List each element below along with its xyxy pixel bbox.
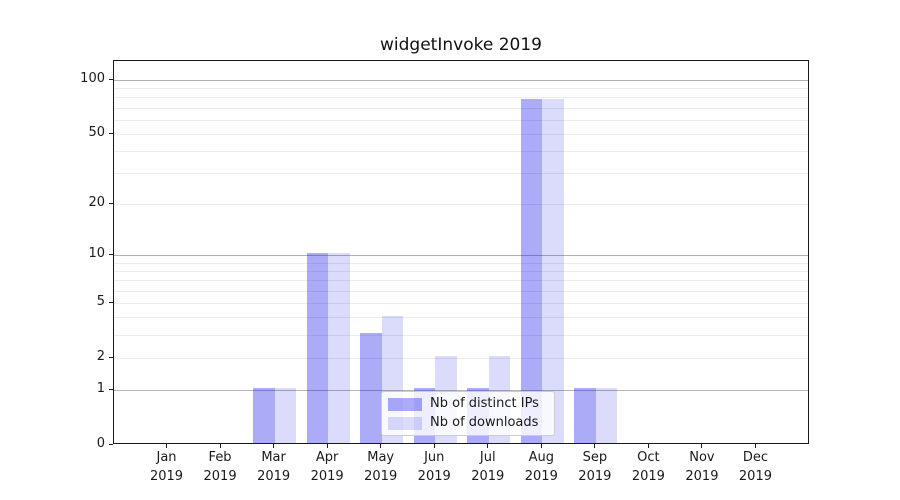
x-tick-label-jun: Jun 2019 (404, 448, 464, 486)
legend-label-distinct-ips: Nb of distinct IPs (430, 396, 539, 411)
bar-distinct-ips-sep (574, 388, 596, 443)
x-tick-mark-feb (219, 444, 221, 448)
bar-downloads-mar (274, 388, 297, 443)
y-tick-label-5: 5 (96, 294, 105, 310)
y-tick-mark-5 (109, 301, 113, 303)
gridline-minor-20 (114, 203, 808, 205)
bar-downloads-sep (595, 388, 618, 443)
bar-distinct-ips-mar (253, 388, 275, 443)
y-tick-mark-10 (109, 253, 113, 255)
x-tick-label-oct: Oct 2019 (618, 448, 678, 486)
x-tick-mark-nov (701, 444, 703, 448)
x-tick-mark-mar (273, 444, 275, 448)
y-tick-mark-2 (109, 356, 113, 358)
x-tick-label-feb: Feb 2019 (190, 448, 250, 486)
legend: Nb of distinct IPs Nb of downloads (381, 391, 555, 436)
x-tick-label-year-mar: 2019 (257, 469, 291, 484)
x-tick-label-mar: Mar 2019 (244, 448, 304, 486)
y-tick-label-1: 1 (96, 381, 105, 397)
x-tick-label-apr: Apr 2019 (297, 448, 357, 486)
gridline-minor-90 (114, 87, 808, 89)
gridline-minor-5 (114, 302, 808, 304)
x-tick-label-year-jun: 2019 (417, 469, 451, 484)
y-tick-label-2: 2 (96, 349, 105, 365)
x-tick-label-jan: Jan 2019 (137, 448, 197, 486)
legend-item-downloads: Nb of downloads (388, 416, 546, 430)
x-tick-mark-dec (754, 444, 756, 448)
bar-downloads-apr (328, 253, 350, 443)
bar-distinct-ips-apr (306, 253, 329, 443)
x-tick-label-year-feb: 2019 (203, 469, 237, 484)
legend-label-downloads: Nb of downloads (430, 415, 539, 430)
x-tick-mark-oct (647, 444, 649, 448)
x-tick-label-year-aug: 2019 (524, 469, 558, 484)
x-tick-mark-jan (166, 444, 168, 448)
y-tick-mark-20 (109, 202, 113, 204)
plot-area (113, 60, 809, 444)
x-tick-label-year-jul: 2019 (471, 469, 505, 484)
gridline-minor-70 (114, 107, 808, 109)
gridline-major-1 (114, 389, 808, 391)
gridline-minor-30 (114, 173, 808, 175)
x-tick-mark-may (380, 444, 382, 448)
bar-distinct-ips-may (360, 333, 382, 443)
x-tick-label-jul: Jul 2019 (458, 448, 518, 486)
y-tick-label-0: 0 (96, 436, 105, 451)
y-tick-label-10: 10 (88, 246, 105, 262)
gridline-minor-40 (114, 150, 808, 152)
x-tick-label-year-jan: 2019 (149, 469, 184, 484)
x-tick-label-nov: Nov 2019 (672, 448, 732, 486)
gridline-minor-80 (114, 97, 808, 99)
gridline-minor-2 (114, 357, 808, 359)
gridline-major-100 (114, 79, 808, 81)
x-tick-label-year-nov: 2019 (685, 469, 719, 484)
bar-distinct-ips-aug (520, 98, 543, 443)
y-tick-label-50: 50 (88, 125, 105, 141)
gridline-minor-8 (114, 270, 808, 272)
y-tick-mark-0 (109, 443, 113, 445)
gridline-minor-60 (114, 119, 808, 121)
x-tick-mark-sep (594, 444, 596, 448)
gridline-minor-6 (114, 290, 808, 292)
legend-item-distinct-ips: Nb of distinct IPs (388, 397, 546, 411)
legend-swatch-distinct-ips (388, 397, 422, 411)
bar-downloads-aug (542, 98, 564, 443)
gridline-minor-3 (114, 334, 808, 336)
chart-title: widgetInvoke 2019 (380, 35, 542, 55)
gridline-minor-50 (114, 133, 808, 135)
x-tick-label-may: May 2019 (351, 448, 411, 486)
x-tick-mark-jun (433, 444, 435, 448)
y-tick-mark-1 (109, 388, 113, 390)
x-tick-label-year-may: 2019 (364, 469, 398, 484)
gridline-minor-7 (114, 280, 808, 282)
y-tick-label-20: 20 (88, 195, 105, 211)
x-tick-label-year-apr: 2019 (310, 469, 344, 484)
gridline-major-10 (114, 254, 808, 256)
x-tick-label-dec: Dec 2019 (725, 448, 785, 486)
y-tick-mark-50 (109, 132, 113, 134)
x-tick-label-year-sep: 2019 (578, 469, 612, 484)
gridline-minor-4 (114, 317, 808, 319)
y-tick-label-100: 100 (80, 71, 105, 87)
y-tick-mark-100 (109, 78, 113, 80)
x-tick-label-aug: Aug 2019 (511, 448, 571, 486)
legend-swatch-downloads (388, 416, 422, 430)
x-tick-mark-aug (540, 444, 542, 448)
x-tick-mark-apr (326, 444, 328, 448)
gridline-minor-9 (114, 262, 808, 264)
x-tick-label-year-dec: 2019 (738, 469, 772, 484)
x-tick-mark-jul (487, 444, 489, 448)
x-tick-label-year-oct: 2019 (631, 469, 665, 484)
x-tick-label-sep: Sep 2019 (565, 448, 625, 486)
